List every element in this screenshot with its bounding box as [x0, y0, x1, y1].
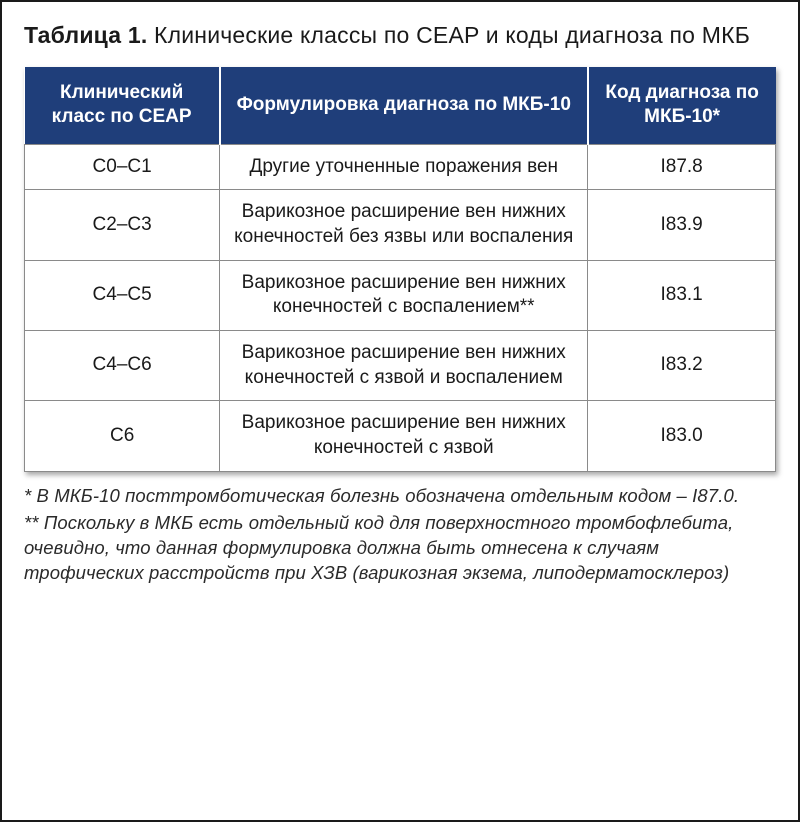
footnotes: * В МКБ-10 посттромботическая болезнь об…: [24, 484, 776, 586]
cell-code: I83.2: [588, 331, 776, 401]
cell-code: I83.1: [588, 260, 776, 330]
footnote-1: * В МКБ-10 посттромботическая болезнь об…: [24, 484, 776, 509]
col-header-diag: Формулировка диагноза по МКБ-10: [220, 67, 588, 144]
cell-ceap: C6: [25, 401, 220, 471]
caption-label: Таблица 1.: [24, 22, 147, 48]
footnote-2: ** Поскольку в МКБ есть отдельный код дл…: [24, 511, 776, 586]
table-header-row: Клинический класс по CEAP Формулировка д…: [25, 67, 776, 144]
col-header-code: Код диагноза по МКБ-10*: [588, 67, 776, 144]
table-row: C6 Варикозное расширение вен нижних коне…: [25, 401, 776, 471]
table-row: C4–C6 Варикозное расширение вен нижних к…: [25, 331, 776, 401]
cell-ceap: C2–C3: [25, 190, 220, 260]
cell-diag: Другие уточненные поражения вен: [220, 144, 588, 190]
table-row: C4–C5 Варикозное расширение вен нижних к…: [25, 260, 776, 330]
ceap-table: Клинический класс по CEAP Формулировка д…: [24, 67, 776, 472]
cell-code: I83.0: [588, 401, 776, 471]
caption-text: Клинические классы по CEAP и коды диагно…: [147, 22, 750, 48]
col-header-ceap: Клинический класс по CEAP: [25, 67, 220, 144]
cell-ceap: C4–C6: [25, 331, 220, 401]
table-row: C2–C3 Варикозное расширение вен нижних к…: [25, 190, 776, 260]
cell-ceap: C4–C5: [25, 260, 220, 330]
cell-code: I83.9: [588, 190, 776, 260]
page-frame: Таблица 1. Клинические классы по CEAP и …: [0, 0, 800, 822]
cell-code: I87.8: [588, 144, 776, 190]
table-caption: Таблица 1. Клинические классы по CEAP и …: [24, 20, 776, 51]
cell-diag: Варикозное расширение вен нижних конечно…: [220, 190, 588, 260]
table-row: C0–C1 Другие уточненные поражения вен I8…: [25, 144, 776, 190]
cell-diag: Варикозное расширение вен нижних конечно…: [220, 401, 588, 471]
cell-ceap: C0–C1: [25, 144, 220, 190]
cell-diag: Варикозное расширение вен нижних конечно…: [220, 331, 588, 401]
cell-diag: Варикозное расширение вен нижних конечно…: [220, 260, 588, 330]
